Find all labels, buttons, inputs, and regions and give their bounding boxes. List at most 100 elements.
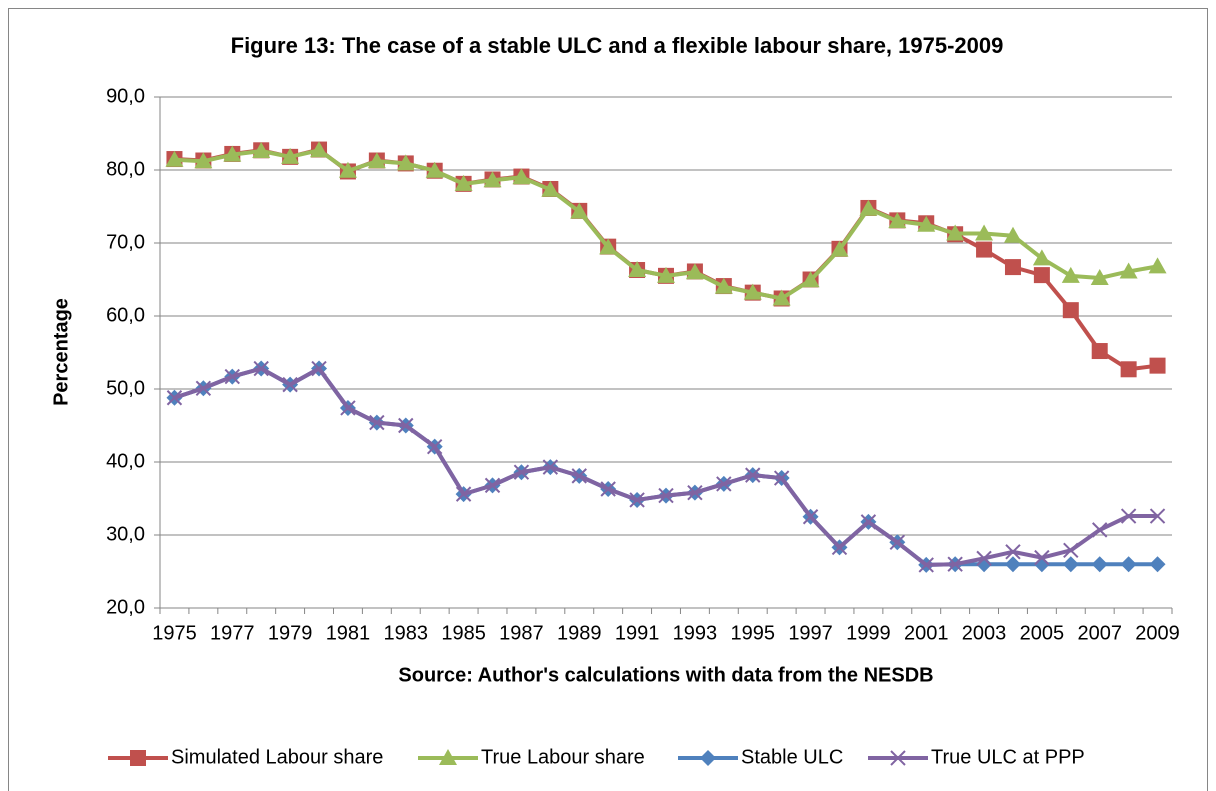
marker <box>975 224 994 241</box>
marker <box>512 168 531 185</box>
marker <box>130 750 146 766</box>
marker <box>1120 361 1137 378</box>
marker <box>772 289 791 306</box>
marker <box>224 368 240 385</box>
legend-item: Simulated Labour share <box>108 746 383 768</box>
x-tick-label: 1975 <box>152 622 197 644</box>
marker <box>600 481 616 497</box>
marker <box>513 464 530 480</box>
x-tick-label: 1993 <box>673 622 718 644</box>
marker <box>1149 357 1166 374</box>
marker <box>1091 343 1108 360</box>
marker <box>252 142 271 159</box>
legend-item: True ULC at PPP <box>868 746 1085 768</box>
x-tick-label: 1981 <box>326 622 371 644</box>
y-tick-label: 40,0 <box>106 450 145 472</box>
marker <box>425 161 444 178</box>
marker <box>454 174 473 191</box>
marker <box>1149 556 1166 573</box>
x-tick-label: 1979 <box>268 622 313 644</box>
y-tick-label: 60,0 <box>106 304 145 326</box>
marker <box>976 550 992 567</box>
marker <box>687 484 703 501</box>
y-tick-label: 70,0 <box>106 231 145 253</box>
marker <box>195 380 212 396</box>
y-tick-label: 30,0 <box>106 523 145 545</box>
marker <box>281 147 300 164</box>
marker <box>1033 267 1050 284</box>
marker <box>367 152 386 169</box>
x-tick-label: 1989 <box>557 622 602 644</box>
marker <box>1062 302 1079 319</box>
y-tick-label: 20,0 <box>106 596 145 618</box>
x-tick-label: 1991 <box>615 622 660 644</box>
x-tick-label: 1999 <box>846 622 891 644</box>
x-tick-label: 2005 <box>1020 622 1065 644</box>
marker <box>1061 266 1080 283</box>
x-tick-label: 2007 <box>1077 622 1122 644</box>
legend-item: Stable ULC <box>678 746 843 768</box>
marker <box>946 224 965 241</box>
marker <box>1062 556 1079 573</box>
marker <box>860 514 877 530</box>
marker <box>685 263 704 280</box>
x-tick-label: 1995 <box>730 622 775 644</box>
marker <box>888 212 907 229</box>
marker <box>166 390 183 406</box>
legend-label: True ULC at PPP <box>931 746 1085 768</box>
x-tick-label: 1987 <box>499 622 544 644</box>
marker <box>918 557 934 573</box>
marker <box>253 360 269 377</box>
marker <box>801 271 820 288</box>
marker <box>830 240 849 257</box>
marker <box>1120 556 1137 573</box>
marker <box>743 283 762 300</box>
marker <box>282 376 298 393</box>
marker <box>1003 226 1022 243</box>
marker <box>338 161 357 178</box>
x-tick-label: 1985 <box>441 622 486 644</box>
marker <box>1034 549 1050 566</box>
marker <box>310 141 329 158</box>
marker <box>1090 269 1109 286</box>
marker <box>889 534 906 551</box>
marker <box>629 492 645 508</box>
marker <box>223 145 242 162</box>
marker <box>802 509 819 525</box>
marker <box>917 215 936 232</box>
marker <box>439 749 457 765</box>
marker <box>976 241 993 258</box>
legend-item: True Labour share <box>418 746 645 768</box>
marker <box>700 750 716 766</box>
marker <box>483 171 502 188</box>
x-tick-label: 2009 <box>1135 622 1180 644</box>
x-tick-label: 2003 <box>962 622 1007 644</box>
marker <box>426 438 443 455</box>
marker <box>396 154 415 171</box>
x-tick-label: 2001 <box>904 622 949 644</box>
legend-label: Simulated Labour share <box>171 746 383 768</box>
marker <box>194 152 213 169</box>
marker <box>398 417 414 434</box>
marker <box>947 556 963 572</box>
marker <box>369 414 385 431</box>
x-tick-label: 1997 <box>788 622 833 644</box>
marker <box>455 486 472 502</box>
marker <box>1004 259 1021 276</box>
chart-frame <box>8 8 1208 791</box>
legend-label: Stable ULC <box>741 746 843 768</box>
marker <box>599 238 618 255</box>
chart-title: Figure 13: The case of a stable ULC and … <box>231 33 1004 58</box>
marker <box>340 400 356 416</box>
marker <box>1033 556 1050 573</box>
x-axis-label: Source: Author's calculations with data … <box>398 664 933 686</box>
x-tick-label: 1977 <box>210 622 255 644</box>
x-tick-label: 1983 <box>384 622 429 644</box>
marker <box>311 360 327 377</box>
y-tick-label: 90,0 <box>106 85 145 107</box>
marker <box>859 199 878 216</box>
marker <box>745 467 761 483</box>
marker <box>773 470 790 486</box>
